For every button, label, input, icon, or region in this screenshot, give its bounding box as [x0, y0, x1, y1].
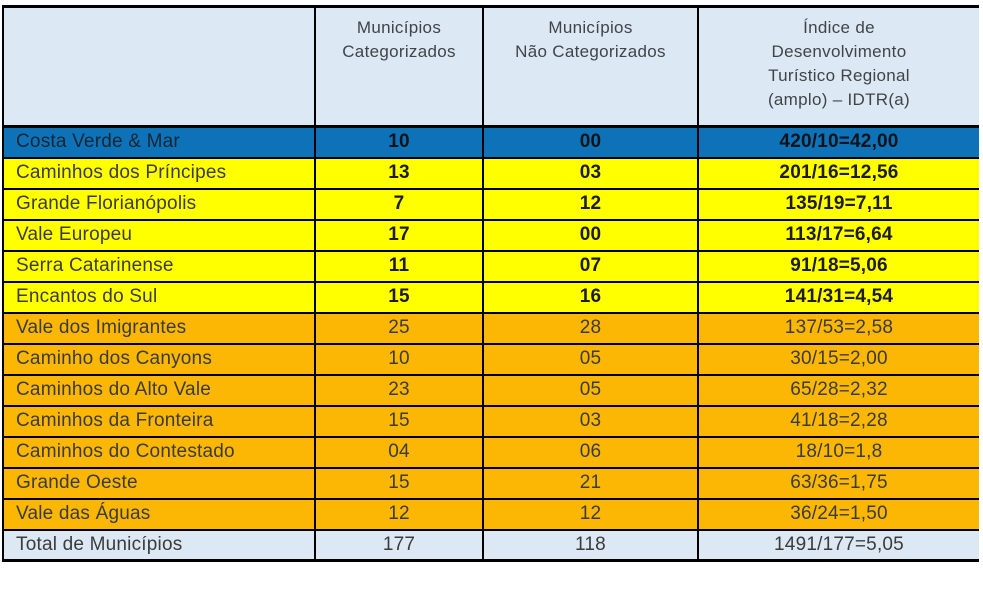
region-cell: Vale das Águas [2, 497, 315, 530]
header-row: Municípios Categorizados Municípios Não … [2, 6, 979, 128]
region-cell: Caminhos do Alto Vale [2, 373, 315, 406]
categorized-cell: 10 [314, 342, 483, 375]
categorized-cell: 177 [314, 528, 483, 561]
idtr-cell: 65/28=2,32 [697, 373, 979, 406]
uncategorized-cell: 12 [482, 187, 698, 220]
region-cell: Caminhos do Contestado [2, 435, 315, 468]
table-row: Vale dos Imigrantes 25 28 137/53=2,58 [2, 311, 979, 344]
uncategorized-cell: 12 [482, 497, 698, 530]
uncategorized-cell: 00 [482, 125, 698, 158]
categorized-cell: 15 [314, 280, 483, 313]
uncategorized-cell: 16 [482, 280, 698, 313]
categorized-cell: 11 [314, 249, 483, 282]
uncategorized-cell: 118 [482, 528, 698, 561]
header-line: Turístico Regional [768, 66, 910, 85]
idtr-cell: 141/31=4,54 [697, 280, 979, 313]
idtr-cell: 137/53=2,58 [697, 311, 979, 344]
header-line: Não Categorizados [515, 42, 666, 61]
region-cell: Serra Catarinense [2, 249, 315, 282]
region-cell: Grande Florianópolis [2, 187, 315, 220]
uncategorized-cell: 05 [482, 373, 698, 406]
idtr-cell: 201/16=12,56 [697, 156, 979, 189]
uncategorized-cell: 07 [482, 249, 698, 282]
region-cell: Grande Oeste [2, 466, 315, 499]
region-cell: Encantos do Sul [2, 280, 315, 313]
categorized-cell: 23 [314, 373, 483, 406]
table-row: Grande Florianópolis 7 12 135/19=7,11 [2, 187, 979, 220]
idtr-cell: 135/19=7,11 [697, 187, 979, 220]
categorized-cell: 12 [314, 497, 483, 530]
header-municipios-categorizados: Municípios Categorizados [314, 6, 483, 128]
uncategorized-cell: 03 [482, 156, 698, 189]
categorized-cell: 04 [314, 435, 483, 468]
table-row: Vale Europeu 17 00 113/17=6,64 [2, 218, 979, 251]
categorized-cell: 17 [314, 218, 483, 251]
header-line: Índice de [803, 18, 875, 37]
categorized-cell: 25 [314, 311, 483, 344]
idtr-cell: 18/10=1,8 [697, 435, 979, 468]
categorized-cell: 15 [314, 404, 483, 437]
uncategorized-cell: 06 [482, 435, 698, 468]
table-row: Vale das Águas 12 12 36/24=1,50 [2, 497, 979, 530]
header-line: Municípios [356, 18, 442, 37]
table-row: Caminho dos Canyons 10 05 30/15=2,00 [2, 342, 979, 375]
region-cell: Costa Verde & Mar [2, 125, 315, 158]
header-line: Categorizados [342, 42, 456, 61]
header-region-blank [2, 6, 315, 128]
table-row: Caminhos dos Príncipes 13 03 201/16=12,5… [2, 156, 979, 189]
categorized-cell: 10 [314, 125, 483, 158]
region-cell: Caminhos dos Príncipes [2, 156, 315, 189]
header-line: Desenvolvimento [771, 42, 907, 61]
header-idtr: Índice de Desenvolvimento Turístico Regi… [697, 6, 979, 128]
categorized-cell: 13 [314, 156, 483, 189]
uncategorized-cell: 28 [482, 311, 698, 344]
uncategorized-cell: 21 [482, 466, 698, 499]
idtr-cell: 36/24=1,50 [697, 497, 979, 530]
uncategorized-cell: 05 [482, 342, 698, 375]
idtr-cell: 30/15=2,00 [697, 342, 979, 375]
idtr-cell: 1491/177=5,05 [697, 528, 979, 561]
table-row: Costa Verde & Mar 10 00 420/10=42,00 [2, 125, 979, 158]
idtr-cell: 63/36=1,75 [697, 466, 979, 499]
region-cell: Vale dos Imigrantes [2, 311, 315, 344]
categorized-cell: 7 [314, 187, 483, 220]
idtr-cell: 113/17=6,64 [697, 218, 979, 251]
uncategorized-cell: 03 [482, 404, 698, 437]
categorized-cell: 15 [314, 466, 483, 499]
idtr-cell: 420/10=42,00 [697, 125, 979, 158]
table-row: Caminhos do Alto Vale 23 05 65/28=2,32 [2, 373, 979, 406]
table-row: Serra Catarinense 11 07 91/18=5,06 [2, 249, 979, 282]
region-cell: Vale Europeu [2, 218, 315, 251]
idtr-cell: 91/18=5,06 [697, 249, 979, 282]
table-row: Caminhos do Contestado 04 06 18/10=1,8 [2, 435, 979, 468]
region-cell: Caminho dos Canyons [2, 342, 315, 375]
table-row: Grande Oeste 15 21 63/36=1,75 [2, 466, 979, 499]
header-line: Municípios [548, 18, 633, 37]
table-row: Caminhos da Fronteira 15 03 41/18=2,28 [2, 404, 979, 437]
idtr-regions-table: Municípios Categorizados Municípios Não … [2, 5, 979, 562]
total-row: Total de Municípios 177 118 1491/177=5,0… [2, 528, 979, 561]
idtr-cell: 41/18=2,28 [697, 404, 979, 437]
header-municipios-nao-categorizados: Municípios Não Categorizados [482, 6, 698, 128]
region-cell: Total de Municípios [2, 528, 315, 561]
table-row: Encantos do Sul 15 16 141/31=4,54 [2, 280, 979, 313]
uncategorized-cell: 00 [482, 218, 698, 251]
region-cell: Caminhos da Fronteira [2, 404, 315, 437]
header-line: (amplo) – IDTR(a) [767, 90, 911, 109]
